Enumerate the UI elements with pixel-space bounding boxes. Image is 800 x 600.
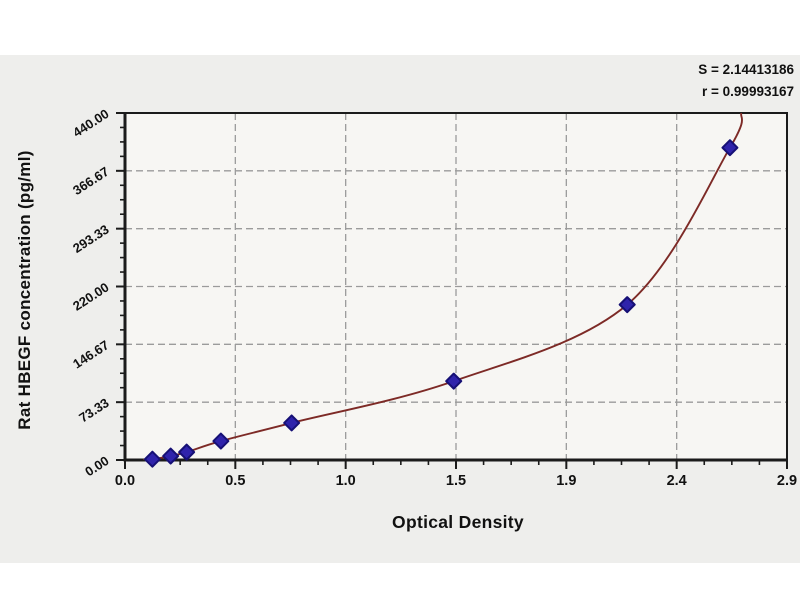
data-point-marker — [162, 447, 180, 465]
x-tick-label: 2.4 — [667, 473, 687, 489]
chart-generated-layer: 0.0 0.5 1.0 1.5 1.9 2.4 2.9 0.00 73.33 146.67 220.… — [70, 106, 797, 489]
y-tick-label: 146.67 — [70, 337, 112, 371]
y-axis-title: Rat HBEGF concentration (pg/ml) — [15, 150, 34, 429]
x-tick-label: 1.5 — [446, 473, 466, 489]
y-tick-label: 366.67 — [70, 164, 112, 198]
x-tick-label: 1.9 — [556, 473, 576, 489]
data-point-marker — [618, 296, 636, 314]
regression-r-value: r = 0.99993167 — [702, 84, 794, 99]
x-axis-title: Optical Density — [392, 512, 524, 532]
regression-s-value: S = 2.14413186 — [698, 62, 794, 77]
x-tick-label: 0.0 — [115, 473, 135, 489]
y-tick-label: 440.00 — [70, 106, 112, 140]
y-tick-label: 220.00 — [70, 279, 112, 313]
data-point-marker — [212, 432, 230, 450]
data-point-marker — [445, 372, 463, 390]
y-tick-label: 293.33 — [70, 222, 112, 256]
y-tick-label: 73.33 — [76, 395, 111, 425]
data-point-marker — [143, 450, 161, 468]
x-tick-label: 0.5 — [225, 473, 245, 489]
y-tick-label: 0.00 — [82, 453, 111, 479]
x-tick-label: 1.0 — [336, 473, 356, 489]
data-point-marker — [283, 414, 301, 432]
x-tick-label: 2.9 — [777, 473, 797, 489]
data-point-marker — [178, 443, 196, 461]
data-point-marker — [721, 139, 739, 157]
